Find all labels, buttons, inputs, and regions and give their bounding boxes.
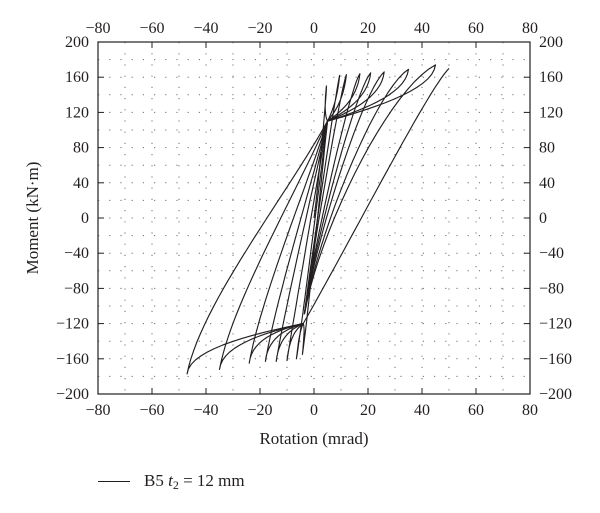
x-tick-label-top: −60	[139, 20, 164, 37]
y-tick-label-left: 80	[73, 140, 89, 157]
x-tick-label-top: 20	[360, 20, 376, 37]
legend-subscript: 2	[172, 478, 179, 492]
hysteresis-loop	[275, 73, 361, 362]
hysteresis-loop	[186, 64, 450, 375]
legend-label: B5 t2 = 12 mm	[144, 471, 245, 491]
y-tick-label-right: −200	[539, 386, 572, 403]
y-tick-label-right: 80	[539, 140, 555, 157]
y-tick-label-right: −160	[539, 351, 572, 368]
x-tick-label-bottom: 0	[310, 402, 318, 419]
x-tick-label-bottom: 80	[522, 402, 538, 419]
y-tick-label-right: −80	[539, 280, 564, 297]
legend-line-swatch	[98, 480, 130, 482]
x-tick-label-top: 40	[414, 20, 430, 37]
x-axis-title: Rotation (mrad)	[259, 429, 368, 448]
y-tick-label-left: −120	[56, 316, 89, 333]
hysteresis-loop	[286, 74, 347, 362]
y-tick-label-left: 40	[73, 175, 89, 192]
y-tick-label-right: −120	[539, 316, 572, 333]
legend-suffix: = 12 mm	[178, 471, 245, 490]
x-tick-label-bottom: 20	[360, 402, 376, 419]
y-tick-label-left: −40	[64, 245, 89, 262]
x-tick-label-top: 0	[310, 20, 318, 37]
x-tick-label-top: 80	[522, 20, 538, 37]
y-tick-label-left: −160	[56, 351, 89, 368]
x-tick-label-bottom: −20	[247, 402, 272, 419]
y-tick-label-left: 200	[65, 34, 89, 51]
y-tick-label-right: 160	[539, 69, 563, 86]
hysteresis-loop	[248, 71, 385, 364]
y-tick-label-left: 0	[81, 210, 89, 227]
x-tick-label-top: 60	[468, 20, 484, 37]
y-axis-title: Moment (kN·m)	[23, 162, 42, 275]
hysteresis-series	[186, 64, 450, 375]
hysteresis-loop	[295, 74, 341, 360]
legend-prefix: B5	[144, 471, 169, 490]
y-tick-label-left: −80	[64, 280, 89, 297]
y-tick-label-left: 160	[65, 69, 89, 86]
x-tick-label-bottom: −40	[193, 402, 218, 419]
y-tick-label-right: 0	[539, 210, 547, 227]
x-tick-label-bottom: −60	[139, 402, 164, 419]
legend-variable: t	[168, 471, 173, 490]
y-tick-label-left: 120	[65, 104, 89, 121]
y-tick-label-right: 200	[539, 34, 563, 51]
hysteresis-loop	[264, 72, 372, 362]
hysteresis-loop	[218, 68, 410, 370]
tick-labels: −80−80−60−60−40−40−20−200020204040606080…	[56, 20, 572, 419]
x-tick-label-bottom: −80	[85, 402, 110, 419]
x-tick-label-bottom: 60	[468, 402, 484, 419]
x-tick-label-top: −80	[85, 20, 110, 37]
x-tick-label-bottom: 40	[414, 402, 430, 419]
legend: B5 t2 = 12 mm	[98, 470, 245, 492]
y-tick-label-right: 120	[539, 104, 563, 121]
axis-ticks	[97, 41, 531, 395]
x-tick-label-top: −20	[247, 20, 272, 37]
y-tick-label-right: 40	[539, 175, 555, 192]
y-tick-label-right: −40	[539, 245, 564, 262]
x-tick-label-top: −40	[193, 20, 218, 37]
y-tick-label-left: −200	[56, 386, 89, 403]
